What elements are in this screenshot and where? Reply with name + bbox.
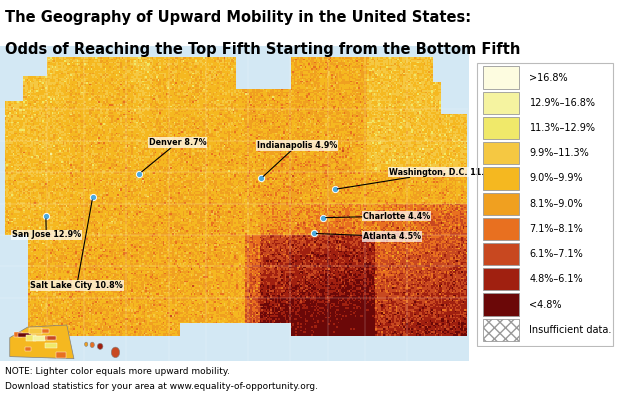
Text: Denver 8.7%: Denver 8.7% bbox=[141, 138, 206, 172]
Ellipse shape bbox=[112, 347, 120, 358]
Text: 7.1%–8.1%: 7.1%–8.1% bbox=[529, 224, 583, 234]
Text: 11.3%–12.9%: 11.3%–12.9% bbox=[529, 123, 595, 133]
Bar bbox=[35, 336, 46, 340]
Bar bbox=[483, 192, 520, 215]
Ellipse shape bbox=[90, 342, 94, 348]
Text: >16.8%: >16.8% bbox=[529, 73, 568, 83]
Bar bbox=[19, 332, 31, 337]
Bar bbox=[483, 294, 520, 316]
Text: <4.8%: <4.8% bbox=[529, 300, 562, 310]
Text: 6.1%–7.1%: 6.1%–7.1% bbox=[529, 249, 583, 259]
Bar bbox=[25, 347, 32, 351]
Text: 8.1%–9.0%: 8.1%–9.0% bbox=[529, 198, 583, 209]
Polygon shape bbox=[10, 325, 74, 358]
Text: 4.8%–6.1%: 4.8%–6.1% bbox=[529, 274, 583, 284]
Text: Charlotte 4.4%: Charlotte 4.4% bbox=[326, 212, 430, 221]
Bar bbox=[483, 319, 520, 341]
Bar bbox=[14, 332, 22, 337]
Text: 9.9%–11.3%: 9.9%–11.3% bbox=[529, 148, 589, 158]
Bar bbox=[483, 268, 520, 290]
Text: Indianapolis 4.9%: Indianapolis 4.9% bbox=[257, 141, 337, 176]
Bar bbox=[43, 336, 54, 340]
Text: 12.9%–16.8%: 12.9%–16.8% bbox=[529, 98, 595, 108]
Bar bbox=[47, 336, 56, 340]
Bar bbox=[26, 335, 36, 340]
Bar bbox=[29, 328, 42, 334]
Text: NOTE: Lighter color equals more upward mobility.: NOTE: Lighter color equals more upward m… bbox=[5, 367, 230, 376]
Bar bbox=[483, 142, 520, 164]
Ellipse shape bbox=[84, 342, 88, 346]
Text: Download statistics for your area at www.equality-of-opportunity.org.: Download statistics for your area at www… bbox=[5, 382, 318, 391]
Text: 9.0%–9.9%: 9.0%–9.9% bbox=[529, 174, 583, 184]
Bar bbox=[56, 352, 66, 358]
Text: Salt Lake City 10.8%: Salt Lake City 10.8% bbox=[30, 200, 123, 290]
Ellipse shape bbox=[97, 343, 103, 349]
Bar bbox=[40, 328, 48, 333]
Bar bbox=[483, 117, 520, 139]
Bar bbox=[483, 218, 520, 240]
Text: San Jose 12.9%: San Jose 12.9% bbox=[12, 219, 81, 239]
Text: Atlanta 4.5%: Atlanta 4.5% bbox=[316, 232, 421, 241]
Text: Odds of Reaching the Top Fifth Starting from the Bottom Fifth: Odds of Reaching the Top Fifth Starting … bbox=[5, 42, 520, 57]
Bar bbox=[483, 92, 520, 114]
Bar bbox=[45, 343, 56, 348]
Text: Insufficient data.: Insufficient data. bbox=[529, 325, 612, 335]
Text: Washington, D.C. 11.0%: Washington, D.C. 11.0% bbox=[337, 168, 497, 189]
Bar bbox=[33, 336, 45, 341]
Bar bbox=[483, 167, 520, 190]
Bar bbox=[483, 67, 520, 89]
Bar bbox=[483, 243, 520, 265]
Text: The Geography of Upward Mobility in the United States:: The Geography of Upward Mobility in the … bbox=[5, 10, 471, 25]
